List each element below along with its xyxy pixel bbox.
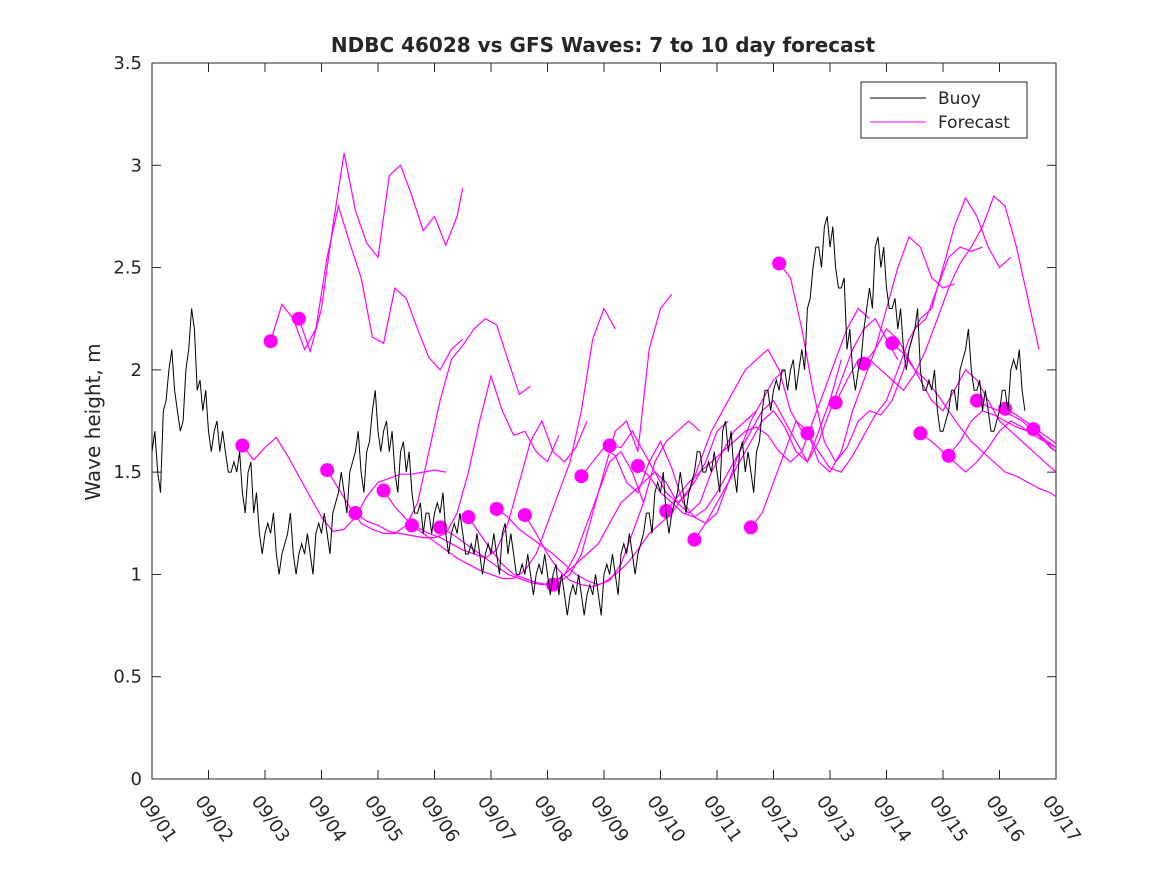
forecast-line — [778, 246, 983, 463]
y-tick-label: 2 — [131, 360, 142, 381]
forecast-line — [524, 420, 729, 588]
x-tick-label: 09/06 — [416, 792, 463, 847]
forecast-start-marker — [687, 532, 702, 547]
forecast-line — [411, 307, 616, 580]
forecast-start-marker — [489, 501, 504, 516]
forecast-start-marker — [941, 448, 956, 463]
buoy-line — [151, 216, 1026, 616]
x-tick-label: 09/09 — [586, 792, 633, 847]
forecast-line — [976, 399, 1057, 453]
forecast-line — [580, 369, 786, 525]
forecast-start-marker — [913, 426, 928, 441]
x-tick-label: 09/11 — [699, 792, 746, 847]
forecast-line — [270, 203, 464, 371]
x-tick-label: 09/04 — [303, 792, 350, 847]
forecast-line — [891, 342, 1057, 498]
x-tick-label: 09/13 — [812, 792, 859, 847]
x-tick-label: 09/12 — [755, 792, 802, 847]
forecast-line — [806, 196, 1012, 473]
x-tick-label: 09/17 — [1038, 792, 1085, 847]
forecast-line — [467, 293, 673, 586]
forecast-start-marker — [291, 311, 306, 326]
forecast-start-marker — [856, 356, 871, 371]
x-tick-label: 09/15 — [925, 792, 972, 847]
legend-box — [860, 81, 1028, 139]
forecast-start-marker — [320, 463, 335, 478]
x-tick-label: 09/02 — [190, 792, 237, 847]
forecast-start-marker — [235, 438, 250, 453]
forecast-line — [298, 152, 464, 354]
forecast-start-marker — [602, 438, 617, 453]
forecast-line — [609, 348, 814, 504]
forecast-start-marker — [263, 334, 278, 349]
forecast-line — [665, 307, 870, 512]
y-tick-label: 0.5 — [113, 667, 142, 688]
y-tick-label: 1 — [131, 564, 142, 585]
forecast-start-marker — [517, 508, 532, 523]
legend-forecast-label: Forecast — [938, 113, 1010, 133]
forecast-start-marker — [885, 336, 900, 351]
x-tick-label: 09/05 — [360, 792, 407, 847]
forecast-start-marker — [772, 256, 787, 271]
x-tick-label: 09/03 — [247, 792, 294, 847]
forecast-start-marker — [376, 483, 391, 498]
y-tick-label: 3 — [131, 155, 142, 176]
y-tick-label: 3.5 — [113, 53, 142, 74]
forecast-line — [326, 317, 531, 535]
forecast-line — [355, 373, 560, 539]
forecast-start-marker — [433, 520, 448, 535]
x-tick-label: 09/07 — [473, 792, 520, 847]
forecast-start-marker — [969, 393, 984, 408]
legend: Buoy Forecast — [860, 81, 1028, 139]
x-tick-label: 09/10 — [642, 792, 689, 847]
axes-box — [151, 62, 1057, 780]
forecast-start-marker — [1026, 422, 1041, 437]
forecast-start-marker — [743, 520, 758, 535]
legend-buoy-label: Buoy — [938, 89, 981, 109]
forecast-start-marker — [828, 395, 843, 410]
forecast-start-marker — [800, 426, 815, 441]
forecast-start-marker — [461, 510, 476, 525]
forecast-line — [241, 436, 446, 533]
x-tick-label: 09/16 — [981, 792, 1028, 847]
forecast-line — [750, 235, 955, 528]
y-tick-label: 1.5 — [113, 462, 142, 483]
forecast-start-marker — [404, 518, 419, 533]
x-tick-label: 09/08 — [529, 792, 576, 847]
forecast-start-marker — [574, 469, 589, 484]
forecast-start-marker — [630, 459, 645, 474]
forecast-line — [439, 450, 645, 586]
y-tick-label: 2.5 — [113, 258, 142, 279]
forecast-start-marker — [348, 506, 363, 521]
y-axis-label: Wave height, m — [81, 343, 105, 500]
x-tick-label: 09/01 — [134, 792, 181, 847]
y-tick-label: 0 — [131, 769, 142, 790]
x-tick-label: 09/14 — [868, 792, 915, 847]
chart-title: NDBC 46028 vs GFS Waves: 7 to 10 day for… — [331, 33, 876, 57]
plot-area: 00.511.522.533.509/01 09/02 09/03 09/04 09/0… — [113, 53, 1085, 846]
